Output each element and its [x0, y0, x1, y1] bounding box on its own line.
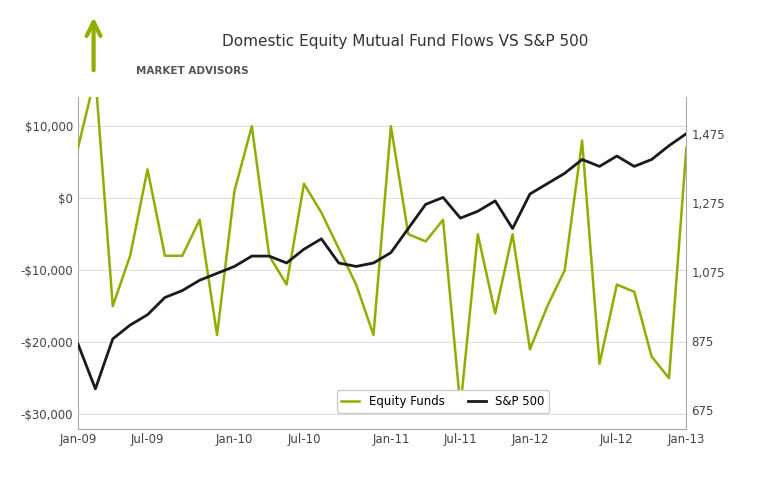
Text: MARKET ADVISORS: MARKET ADVISORS — [136, 66, 249, 75]
Text: Domestic Equity Mutual Fund Flows VS S&P 500: Domestic Equity Mutual Fund Flows VS S&P… — [222, 34, 589, 49]
Legend: Equity Funds, S&P 500: Equity Funds, S&P 500 — [337, 390, 549, 412]
